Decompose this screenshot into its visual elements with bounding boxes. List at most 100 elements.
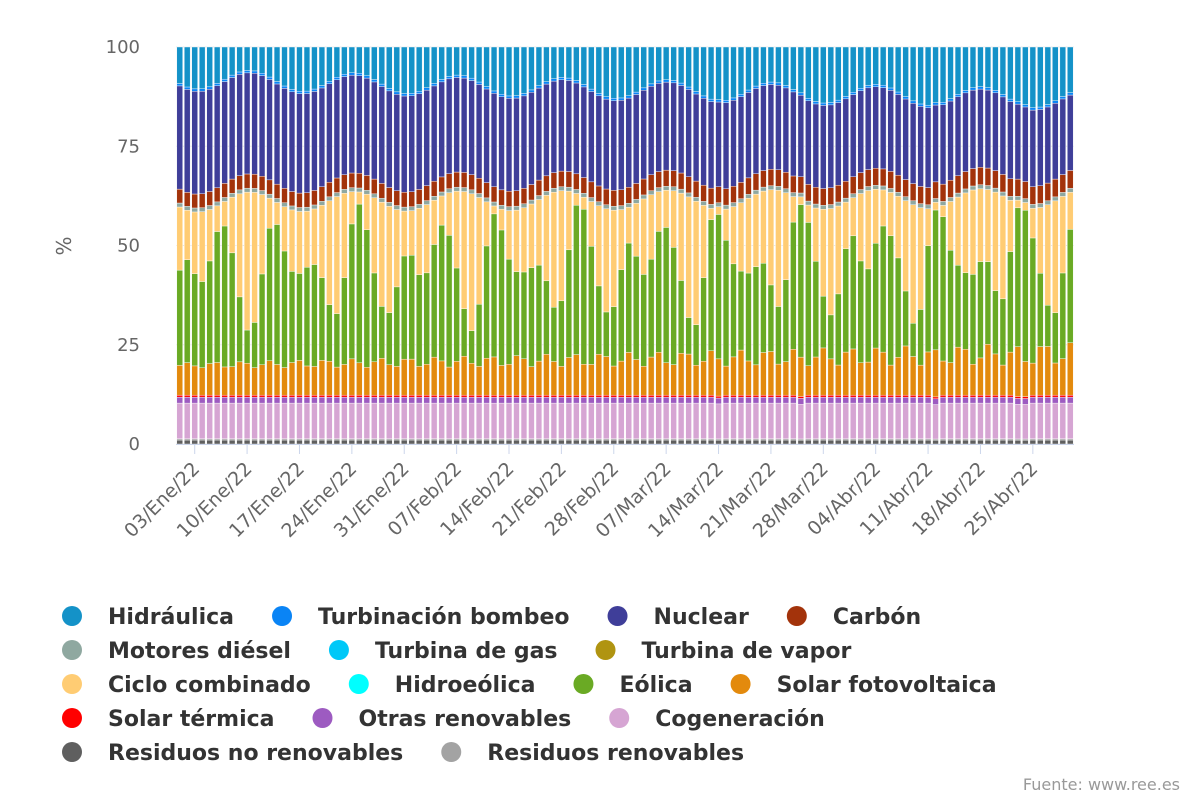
bar-segment[interactable]: [939, 402, 947, 440]
bar-segment[interactable]: [446, 235, 453, 368]
bar-segment[interactable]: [730, 202, 737, 207]
bar-segment[interactable]: [969, 274, 977, 365]
bar-segment[interactable]: [460, 396, 468, 404]
bar-segment[interactable]: [857, 90, 864, 173]
bar-segment[interactable]: [1022, 46, 1029, 105]
bar-segment[interactable]: [595, 201, 602, 206]
bar-segment[interactable]: [880, 351, 887, 396]
bar-segment[interactable]: [999, 195, 1007, 300]
bar-segment[interactable]: [909, 100, 917, 104]
bar-segment[interactable]: [558, 186, 565, 191]
bar-segment[interactable]: [865, 396, 872, 404]
bar-segment[interactable]: [730, 439, 737, 445]
bar-segment[interactable]: [924, 439, 932, 445]
bar-segment[interactable]: [842, 98, 849, 182]
bar-segment[interactable]: [850, 94, 857, 177]
bar-segment[interactable]: [977, 261, 984, 359]
bar-segment[interactable]: [977, 167, 984, 185]
bar-segment[interactable]: [782, 46, 790, 86]
bar-segment[interactable]: [176, 202, 183, 208]
bar-segment[interactable]: [745, 360, 752, 396]
legend-item[interactable]: Otras renovables: [312, 707, 572, 732]
bar-segment[interactable]: [363, 396, 370, 404]
bar-segment[interactable]: [176, 188, 183, 204]
legend-item[interactable]: Motores diésel: [62, 639, 291, 664]
bar-segment[interactable]: [745, 402, 752, 440]
bar-segment[interactable]: [692, 201, 700, 325]
bar-segment[interactable]: [595, 285, 602, 355]
bar-segment[interactable]: [431, 396, 438, 404]
bar-segment[interactable]: [670, 364, 677, 396]
bar-segment[interactable]: [917, 402, 924, 440]
bar-segment[interactable]: [498, 204, 505, 210]
bar-segment[interactable]: [281, 439, 288, 445]
bar-segment[interactable]: [610, 98, 617, 101]
bar-segment[interactable]: [865, 402, 872, 440]
bar-segment[interactable]: [363, 229, 370, 368]
bar-segment[interactable]: [827, 439, 834, 445]
bar-segment[interactable]: [655, 396, 662, 404]
bar-segment[interactable]: [917, 186, 924, 204]
bar-segment[interactable]: [520, 439, 528, 445]
bar-segment[interactable]: [880, 85, 887, 88]
bar-segment[interactable]: [820, 105, 827, 189]
bar-segment[interactable]: [842, 181, 849, 199]
bar-segment[interactable]: [363, 46, 370, 76]
bar-segment[interactable]: [909, 356, 917, 396]
bar-segment[interactable]: [857, 172, 864, 190]
bar-segment[interactable]: [835, 396, 842, 404]
bar-segment[interactable]: [303, 90, 311, 94]
bar-segment[interactable]: [423, 46, 430, 88]
bar-segment[interactable]: [835, 402, 842, 440]
bar-segment[interactable]: [827, 394, 834, 398]
bar-segment[interactable]: [827, 358, 834, 396]
bar-segment[interactable]: [678, 353, 685, 396]
bar-segment[interactable]: [475, 303, 483, 367]
bar-segment[interactable]: [603, 396, 610, 404]
bar-segment[interactable]: [513, 97, 520, 191]
bar-segment[interactable]: [932, 202, 939, 211]
bar-segment[interactable]: [535, 46, 543, 86]
bar-segment[interactable]: [752, 46, 760, 87]
bar-segment[interactable]: [947, 46, 954, 99]
bar-segment[interactable]: [924, 402, 932, 440]
bar-segment[interactable]: [767, 396, 775, 404]
bar-segment[interactable]: [977, 357, 984, 396]
bar-segment[interactable]: [288, 205, 296, 211]
bar-segment[interactable]: [333, 177, 341, 193]
bar-segment[interactable]: [924, 105, 932, 108]
bar-segment[interactable]: [1037, 272, 1044, 347]
bar-segment[interactable]: [992, 90, 999, 94]
bar-segment[interactable]: [498, 396, 505, 404]
bar-segment[interactable]: [820, 102, 827, 106]
bar-segment[interactable]: [393, 94, 400, 191]
bar-segment[interactable]: [947, 100, 954, 181]
bar-segment[interactable]: [386, 312, 393, 365]
bar-segment[interactable]: [1052, 312, 1059, 364]
bar-segment[interactable]: [288, 91, 296, 192]
bar-segment[interactable]: [303, 394, 311, 398]
bar-segment[interactable]: [214, 46, 221, 84]
bar-segment[interactable]: [416, 394, 423, 398]
bar-segment[interactable]: [722, 394, 730, 398]
bar-segment[interactable]: [610, 365, 617, 396]
bar-segment[interactable]: [356, 73, 363, 76]
bar-segment[interactable]: [431, 356, 438, 396]
bar-segment[interactable]: [468, 193, 475, 331]
bar-segment[interactable]: [595, 95, 602, 187]
bar-segment[interactable]: [947, 201, 954, 251]
bar-segment[interactable]: [812, 439, 819, 445]
bar-segment[interactable]: [475, 366, 483, 396]
bar-segment[interactable]: [887, 87, 894, 91]
bar-segment[interactable]: [408, 191, 415, 207]
bar-segment[interactable]: [446, 396, 453, 404]
bar-segment[interactable]: [1022, 439, 1029, 445]
bar-segment[interactable]: [363, 75, 370, 79]
bar-segment[interactable]: [775, 396, 782, 404]
bar-segment[interactable]: [184, 210, 191, 260]
bar-segment[interactable]: [550, 191, 558, 308]
bar-segment[interactable]: [872, 84, 879, 87]
bar-segment[interactable]: [857, 260, 864, 363]
bar-segment[interactable]: [715, 101, 722, 187]
bar-segment[interactable]: [378, 439, 385, 445]
